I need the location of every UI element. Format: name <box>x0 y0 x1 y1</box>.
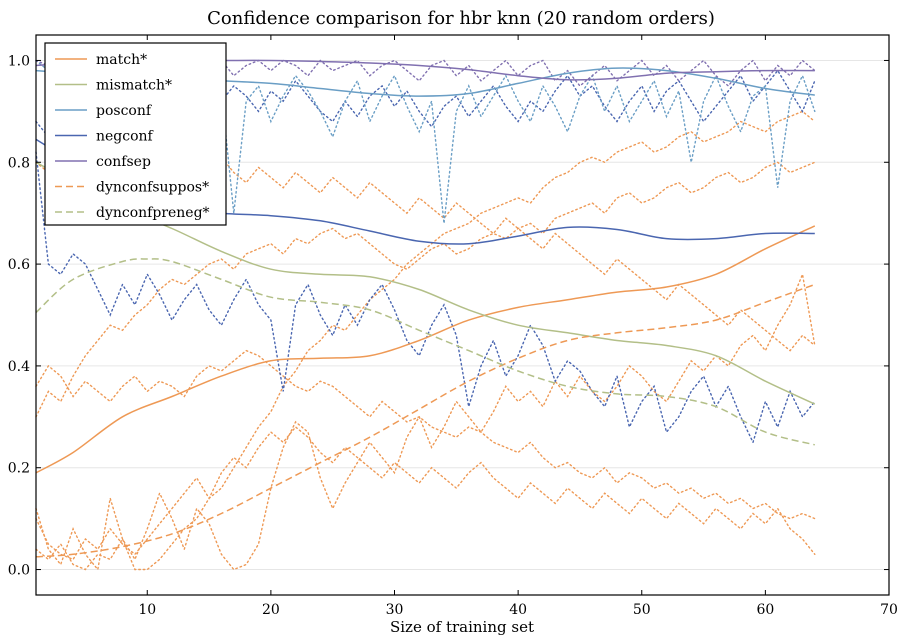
legend-box <box>44 42 227 226</box>
series-line <box>35 225 816 474</box>
x-tick-label: 70 <box>880 602 898 618</box>
series-line <box>35 283 816 558</box>
y-tick-label: 0.6 <box>8 257 30 273</box>
run-trace <box>35 426 816 561</box>
x-tick-label: 50 <box>633 602 651 618</box>
legend-label: negconf <box>96 129 155 145</box>
x-axis-label: Size of training set <box>390 618 534 636</box>
legend: match* mismatch* posconf negconf confsep dync… <box>44 42 227 226</box>
legend-label: dynconfpreneg* <box>96 205 210 221</box>
chart-title: Confidence comparison for hbr knn (20 ra… <box>207 8 715 29</box>
x-tick-label: 20 <box>262 602 280 618</box>
y-axis-ticks: 0.0 0.2 0.4 0.6 0.8 1.0 <box>8 53 889 579</box>
series-line <box>35 258 815 446</box>
run-trace <box>35 161 816 418</box>
legend-label: match* <box>96 52 147 68</box>
x-tick-label: 40 <box>509 602 527 618</box>
legend-label: confsep <box>96 154 151 170</box>
legend-label: dynconfsuppos* <box>96 180 209 196</box>
legend-label: posconf <box>96 103 153 119</box>
x-tick-label: 30 <box>386 602 404 618</box>
legend-label: mismatch* <box>96 78 172 94</box>
y-tick-label: 1.0 <box>8 53 30 69</box>
x-tick-label: 10 <box>138 602 156 618</box>
y-tick-label: 0.4 <box>8 359 30 375</box>
plot-frame <box>35 34 890 596</box>
run-trace <box>35 349 816 520</box>
y-tick-label: 0.2 <box>8 461 30 477</box>
y-tick-label: 0.8 <box>8 155 30 171</box>
run-trace <box>35 59 816 87</box>
run-trace <box>35 110 816 571</box>
run-trace <box>35 69 816 164</box>
x-tick-label: 60 <box>756 602 774 618</box>
run-trace <box>35 151 816 445</box>
y-tick-label: 0.0 <box>8 563 30 579</box>
run-trace <box>35 271 816 572</box>
x-axis-ticks: 10 20 30 40 50 60 70 <box>138 35 898 618</box>
